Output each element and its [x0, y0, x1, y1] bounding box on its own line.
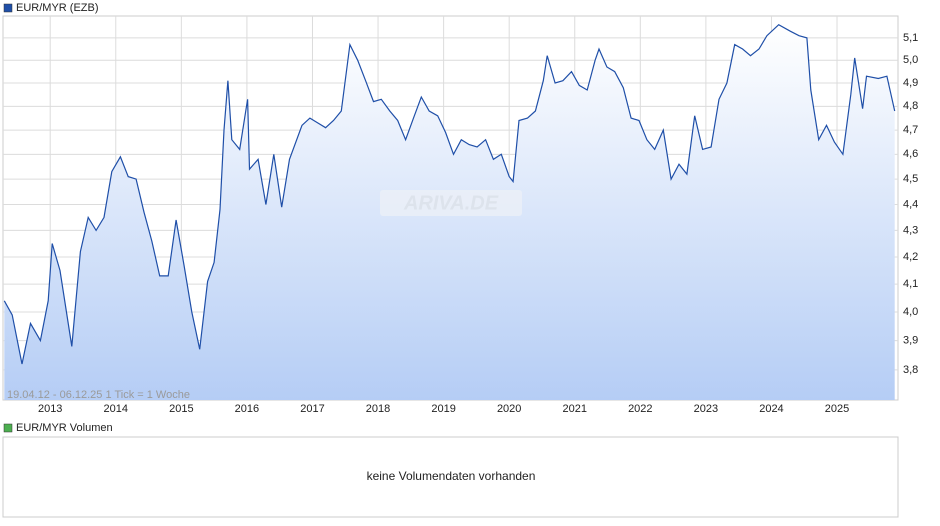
y-tick-label: 4,6	[903, 148, 918, 160]
legend-label: EUR/MYR (EZB)	[16, 2, 99, 14]
y-tick-label: 4,4	[903, 198, 918, 210]
x-tick-label: 2016	[235, 403, 259, 415]
y-tick-label: 4,9	[903, 77, 918, 89]
x-tick-label: 2022	[628, 403, 652, 415]
volume-title: EUR/MYR Volumen	[16, 422, 113, 434]
y-tick-label: 4,7	[903, 124, 918, 136]
range-note: 19.04.12 - 06.12.25 1 Tick = 1 Woche	[7, 389, 190, 401]
y-tick-label: 4,5	[903, 173, 918, 185]
x-tick-label: 2020	[497, 403, 521, 415]
y-tick-label: 4,0	[903, 306, 918, 318]
y-tick-label: 4,2	[903, 251, 918, 263]
volume-message: keine Volumendaten vorhanden	[367, 469, 536, 483]
watermark: ARIVA.DE	[403, 192, 499, 214]
volume-frame	[2, 436, 899, 518]
legend-swatch	[3, 423, 13, 433]
y-tick-label: 4,3	[903, 224, 918, 236]
price-line	[3, 23, 896, 365]
x-tick-label: 2025	[825, 403, 849, 415]
y-tick-label: 4,1	[903, 278, 918, 290]
x-tick-label: 2017	[300, 403, 324, 415]
y-tick-label: 5,0	[903, 54, 918, 66]
y-tick-label: 3,8	[903, 364, 918, 376]
x-tick-label: 2014	[104, 403, 128, 415]
x-tick-label: 2013	[38, 403, 62, 415]
x-tick-label: 2015	[169, 403, 193, 415]
y-tick-label: 3,9	[903, 335, 918, 347]
legend-swatch	[3, 3, 13, 13]
x-tick-label: 2023	[694, 403, 718, 415]
x-tick-label: 2019	[431, 403, 455, 415]
y-tick-label: 4,8	[903, 100, 918, 112]
watermark-box	[380, 190, 522, 216]
y-tick-label: 5,1	[903, 32, 918, 44]
x-tick-label: 2021	[563, 403, 587, 415]
x-tick-label: 2018	[366, 403, 390, 415]
x-tick-label: 2024	[759, 403, 783, 415]
